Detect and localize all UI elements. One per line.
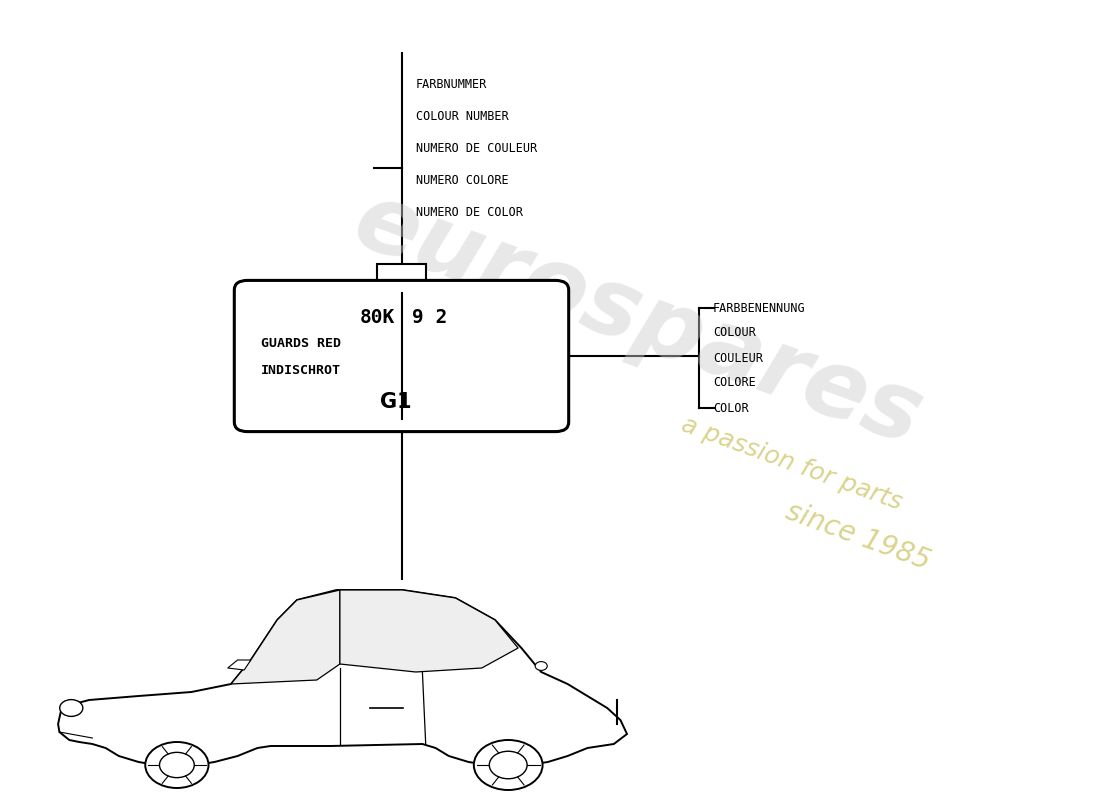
Text: 9 2: 9 2 bbox=[412, 308, 448, 327]
Text: FARBBENENNUNG: FARBBENENNUNG bbox=[713, 302, 805, 314]
Text: 80K: 80K bbox=[360, 308, 395, 327]
Text: GUARDS RED: GUARDS RED bbox=[261, 337, 341, 350]
Text: NUMERO DE COULEUR: NUMERO DE COULEUR bbox=[416, 142, 537, 154]
Circle shape bbox=[490, 751, 527, 778]
Circle shape bbox=[160, 752, 195, 778]
Text: COLOUR: COLOUR bbox=[713, 326, 756, 339]
Text: INDISCHROT: INDISCHROT bbox=[261, 364, 341, 377]
Polygon shape bbox=[228, 660, 251, 670]
Polygon shape bbox=[58, 590, 627, 766]
Polygon shape bbox=[231, 590, 340, 684]
Bar bbox=[377, 264, 426, 290]
Text: COLOUR NUMBER: COLOUR NUMBER bbox=[416, 110, 508, 122]
Circle shape bbox=[145, 742, 209, 788]
Text: eurospares: eurospares bbox=[341, 174, 935, 466]
Text: G1: G1 bbox=[381, 392, 411, 413]
Polygon shape bbox=[340, 590, 518, 672]
Circle shape bbox=[536, 662, 548, 670]
Text: since 1985: since 1985 bbox=[782, 497, 934, 575]
Text: COULEUR: COULEUR bbox=[713, 351, 762, 365]
FancyBboxPatch shape bbox=[234, 280, 569, 431]
Text: COLORE: COLORE bbox=[713, 377, 756, 390]
Text: NUMERO COLORE: NUMERO COLORE bbox=[416, 174, 508, 186]
Text: a passion for parts: a passion for parts bbox=[679, 413, 905, 515]
Circle shape bbox=[59, 699, 82, 717]
Text: NUMERO DE COLOR: NUMERO DE COLOR bbox=[416, 206, 522, 218]
Circle shape bbox=[474, 740, 542, 790]
Text: COLOR: COLOR bbox=[713, 402, 748, 414]
Text: FARBNUMMER: FARBNUMMER bbox=[416, 78, 487, 90]
